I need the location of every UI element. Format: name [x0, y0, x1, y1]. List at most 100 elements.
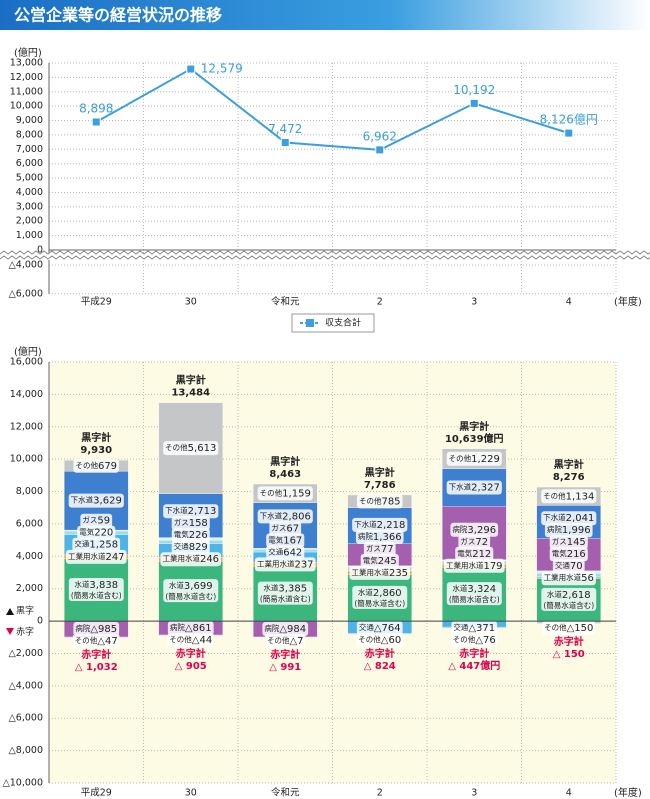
- surplus-total-label: 黒字計: [554, 458, 584, 471]
- header-bar: [0, 0, 650, 30]
- data-label: 12,579: [201, 62, 243, 76]
- y-tick-label: 0: [37, 616, 43, 627]
- point-marker: [91, 117, 101, 127]
- segment-label: その他△47: [75, 635, 118, 647]
- point-marker: [186, 64, 196, 74]
- y-tick-label: 3,000: [16, 201, 43, 212]
- y-tick-label: 13,000: [10, 58, 43, 69]
- axis-break-line: [0, 250, 650, 255]
- segment-label: 下水道3,629: [71, 495, 122, 507]
- segment-label: 電気212: [457, 548, 491, 560]
- data-label: 8,898: [79, 102, 113, 116]
- surplus-total-value: 8,276: [553, 472, 585, 483]
- y-tick-label: 2,000: [16, 583, 43, 594]
- surplus-icon: [6, 608, 14, 615]
- segment-label: 下水道2,218: [354, 519, 405, 531]
- segment-label-bg: [269, 521, 302, 536]
- segment-value: 1,159: [282, 488, 311, 499]
- segment-value: 2,327: [471, 483, 500, 494]
- segment-label-bg: [542, 621, 596, 636]
- segment-value: 246: [200, 554, 219, 565]
- segment-label: その他5,613: [165, 442, 216, 454]
- segment-name: 水道: [358, 587, 373, 597]
- deficit-total-value: △ 991: [269, 662, 301, 673]
- y-tick-label: △6,000: [8, 288, 43, 299]
- deficit-label: 赤字: [16, 626, 34, 638]
- segment-value: 70: [570, 561, 583, 572]
- segment-name: 工業用水道: [162, 553, 200, 563]
- x-tick-label: 30: [185, 788, 197, 799]
- segment-label: ガス77: [366, 543, 394, 555]
- segment-name: その他: [543, 490, 566, 500]
- segment-value: 3,385: [278, 584, 307, 595]
- segment-name: 水道: [547, 589, 562, 599]
- segment-value: 145: [567, 537, 586, 548]
- segment-name: 病院: [452, 524, 467, 534]
- segment-name: その他: [544, 622, 567, 632]
- surplus-total-value: 7,786: [364, 480, 396, 491]
- segment-value: 237: [294, 559, 313, 570]
- segment-label: その他△76: [453, 634, 496, 646]
- segment-label: 病院△861: [170, 622, 212, 634]
- segment-name: 水道: [263, 583, 278, 593]
- y-tick-label: 6,000: [16, 518, 43, 529]
- segment-label: 工業用水道235: [351, 567, 408, 579]
- deficit-total-label: 赤字計: [554, 635, 584, 648]
- segment-name: 病院: [75, 623, 90, 633]
- segment-label-bg: [163, 441, 219, 456]
- segment-label: 病院3,296: [452, 524, 496, 536]
- x-tick-label: 2: [377, 788, 383, 799]
- segment-label-bg: [65, 549, 127, 564]
- segment-label: 病院1,366: [358, 531, 402, 543]
- segment-value: 220: [94, 528, 113, 539]
- x-tick-label: 2: [377, 296, 383, 307]
- segment-note: (簡易水道含む): [354, 598, 405, 608]
- segment-value: 245: [378, 556, 397, 567]
- segment-label-bg: [450, 633, 498, 648]
- segment-label: その他679: [75, 460, 117, 472]
- segment-name: 交通: [453, 622, 468, 632]
- segment-label-bg: [552, 559, 585, 574]
- segment-value: △47: [97, 636, 117, 647]
- segment-value: △150: [567, 623, 594, 634]
- segment-name: その他: [358, 634, 381, 644]
- point-marker: [375, 145, 385, 155]
- segment-value: 2,041: [566, 513, 595, 524]
- segment-label-bg: [80, 513, 113, 528]
- segment-name: 下水道: [354, 519, 377, 529]
- segment-name: 工業用水道: [446, 560, 484, 570]
- segment-label-bg: [455, 546, 494, 561]
- segment-label: 電気216: [552, 548, 586, 560]
- deficit-icon: [6, 628, 14, 635]
- segment-label: 電気245: [363, 555, 397, 567]
- segment-value: 3,324: [467, 584, 496, 595]
- segment-value: △861: [185, 623, 212, 634]
- segment-value: △984: [279, 624, 306, 635]
- segment-label: 病院1,996: [547, 524, 591, 536]
- x-tick-label: 4: [566, 296, 572, 307]
- x-unit: (年度): [614, 295, 642, 308]
- y-tick-label: △4,000: [8, 260, 43, 271]
- surplus-label: 黒字: [16, 605, 34, 617]
- segment-label: その他785: [359, 495, 401, 507]
- segment-note: (簡易水道含む): [71, 590, 122, 600]
- segment-label: その他△44: [169, 634, 212, 646]
- segment-value: 2,806: [282, 511, 311, 522]
- segment-value: 59: [97, 516, 110, 527]
- deficit-total-label: 赤字計: [81, 648, 111, 661]
- x-tick-label: 3: [471, 788, 477, 799]
- segment-label-bg: [264, 634, 306, 649]
- segment-value: 2,218: [377, 520, 406, 531]
- y-tick-label: △8,000: [8, 745, 43, 756]
- y-tick-label: 0: [37, 245, 43, 256]
- segment-label: ガス59: [82, 515, 110, 527]
- segment-value: 77: [381, 544, 394, 555]
- segment-label: 水道3,838: [74, 579, 118, 591]
- segment-label: 交通829: [174, 541, 208, 553]
- segment-name: 水道: [452, 583, 467, 593]
- segment-name: 工業用水道: [68, 551, 106, 561]
- segment-label-bg: [68, 578, 124, 602]
- segment-label-bg: [363, 541, 396, 556]
- segment-value: 226: [189, 530, 208, 541]
- segment-label: ガス158: [174, 517, 208, 529]
